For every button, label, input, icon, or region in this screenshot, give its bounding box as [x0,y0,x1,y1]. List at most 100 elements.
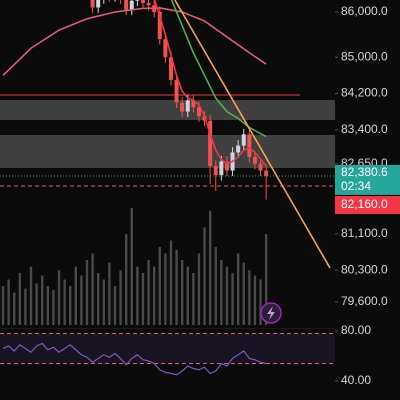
volume-bar [74,266,78,325]
rsi-tick-label: 40.00 [341,373,371,387]
volume-bar [113,286,117,325]
volume-bar [214,247,217,325]
volume-bar [119,270,122,325]
volume-bar [46,286,50,325]
volume-bar [130,208,133,325]
volume-bar [35,283,38,325]
volume-bar [169,240,173,325]
volume-bar [96,273,100,325]
volume-bar [57,270,61,325]
candle-body [129,0,134,10]
y-tick-label: 86,000.0 [341,4,388,18]
volume-bar [164,253,167,325]
volume-bar [102,279,105,325]
y-tick-label: 81,100.0 [341,226,388,240]
volume-bar [180,260,184,325]
price-axis: 86,000.085,000.084,200.083,400.082,650.0… [335,4,400,387]
y-tick-label: 83,400.0 [341,122,388,136]
rsi-band [0,333,335,364]
candle-body [90,0,95,8]
rsi-tick-label: 80.00 [341,323,371,337]
volume-bar [108,262,111,325]
volume-bar [152,266,156,325]
volume-bar [13,292,16,325]
volume-bar [136,266,139,325]
price-pane [0,0,335,325]
volume-bar [18,273,22,325]
volume-bar [253,275,257,325]
candle-body [180,102,185,112]
y-tick-label: 80,300.0 [341,262,388,276]
volume-bar [248,270,251,325]
volume-bar [208,210,212,325]
overlay-line [2,7,267,76]
volume-bar [259,279,262,325]
volume-bar [91,253,94,325]
candle-body [196,107,201,117]
volume-bar [69,286,72,325]
volume-bar [242,262,245,325]
volume-bar [236,253,240,325]
price-label: 82,380.6 [341,165,388,179]
volume-bar [175,249,178,325]
alert-icon[interactable] [260,302,282,324]
volume-bar [85,260,89,325]
candle-body [258,163,263,171]
alert-label: 82,160.0 [341,197,388,211]
candle-body [124,0,129,10]
candle-body [213,166,218,176]
candle-body [247,134,252,157]
candle-body [219,161,224,176]
y-tick-label: 84,200.0 [341,86,388,100]
volume-bar [264,234,268,325]
candle-body [157,12,162,40]
volume-bar [158,247,161,325]
volume-bar [52,289,55,325]
candle-body [264,170,269,176]
candle-body [140,0,145,3]
volume-bar [231,273,234,325]
overlay-line [174,0,331,269]
candle-body [191,100,196,108]
volume-bar [220,260,223,325]
volume-bar [1,286,5,325]
volume-bar [80,275,83,325]
volume-bar [203,227,206,325]
overlay-line [170,0,267,138]
volume-bar [141,273,145,325]
y-tick-label: 85,000.0 [341,49,388,63]
candle-body [185,100,190,112]
alert-label-box [335,195,400,214]
candle-body [146,2,151,6]
price-label-box [335,164,400,195]
candle-body [241,134,246,146]
candle-body [252,156,257,164]
candle-body [224,161,229,171]
volume-bar [29,266,33,325]
overlay-line [153,0,267,167]
alert-icon-bolt [267,306,275,320]
volume-bar [147,260,150,325]
volume-bar [41,275,44,325]
volume-bar [225,266,229,325]
candle-body [163,39,168,58]
candle-body [208,120,213,167]
volume-bar [24,288,27,325]
y-tick-label: 79,600.0 [341,294,388,308]
candle-body [174,79,179,103]
volume-bar [186,266,189,325]
zone [0,100,335,120]
zone [0,134,335,169]
candle-body [168,57,173,80]
candle-body [135,0,140,1]
volume-bar [124,234,128,325]
volume-bar [197,253,201,325]
volume-bar [192,273,195,325]
rsi-pane [0,328,335,376]
countdown: 02:34 [341,179,371,193]
volume-bar [7,279,10,325]
volume-bar [63,279,66,325]
candle-body [96,0,101,8]
candle-body [236,145,241,153]
